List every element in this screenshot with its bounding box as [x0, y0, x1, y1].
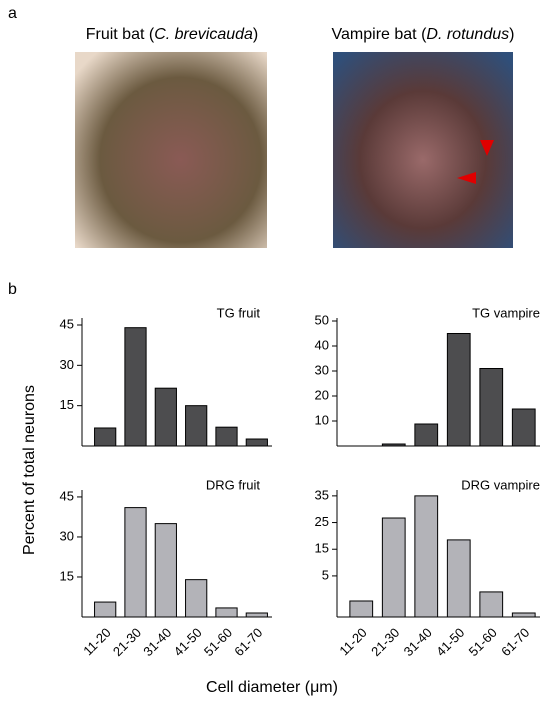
caption-text: ) — [509, 26, 514, 43]
bar — [215, 426, 238, 447]
bar — [124, 327, 147, 447]
bar — [124, 507, 147, 618]
x-tick-label: 61-70 — [498, 625, 532, 659]
photo-vampire-bat — [333, 52, 513, 248]
bar — [185, 405, 208, 447]
y-tick-label: 45 — [60, 316, 74, 331]
bar — [479, 591, 504, 618]
chart-title: TG fruit — [217, 305, 261, 320]
bar — [94, 427, 117, 447]
y-tick-label: 10 — [315, 412, 329, 427]
y-axis-label: Percent of total neurons — [21, 385, 38, 555]
x-tick-label: 11-20 — [80, 625, 113, 658]
bar — [245, 438, 268, 447]
x-tick-label: 21-30 — [110, 625, 144, 659]
arrowhead — [457, 172, 476, 184]
bar — [479, 368, 504, 447]
bar — [185, 579, 208, 618]
y-tick-label: 50 — [315, 312, 329, 327]
caption-text: ) — [253, 26, 258, 43]
photo-caption: Fruit bat (C. brevicauda) — [86, 26, 259, 43]
x-tick-label: 51-60 — [466, 625, 500, 659]
x-tick-label: 11-20 — [336, 625, 369, 658]
bar — [94, 601, 117, 618]
x-tick-label: 41-50 — [171, 625, 205, 659]
caption-species: D. rotundus — [426, 26, 509, 43]
bar — [511, 408, 536, 447]
x-tick-label: 31-40 — [401, 625, 435, 659]
y-tick-label: 40 — [315, 337, 329, 352]
y-tick-label: 15 — [60, 568, 74, 583]
bar — [381, 443, 406, 447]
bar — [349, 600, 374, 618]
chart-title: DRG vampire — [461, 477, 540, 492]
y-tick-label: 45 — [60, 488, 74, 503]
x-tick-label: 31-40 — [140, 625, 174, 659]
caption-species: C. brevicauda — [154, 26, 253, 43]
y-tick-label: 25 — [315, 514, 329, 529]
x-tick-label: 41-50 — [433, 625, 467, 659]
bar — [511, 612, 536, 618]
bar — [154, 523, 177, 618]
y-tick-label: 30 — [60, 357, 74, 372]
y-tick-label: 20 — [315, 387, 329, 402]
caption-text: Vampire bat ( — [332, 26, 428, 43]
bar — [215, 607, 238, 618]
bar — [381, 517, 406, 618]
y-tick-label: 15 — [315, 541, 329, 556]
chart-title: TG vampire — [472, 305, 540, 320]
chart-title: DRG fruit — [206, 477, 261, 492]
y-tick-label: 30 — [315, 362, 329, 377]
y-tick-label: 5 — [322, 567, 329, 582]
bar — [154, 387, 177, 447]
x-tick-label: 51-60 — [201, 625, 235, 659]
y-tick-label: 15 — [60, 397, 74, 412]
photo-caption: Vampire bat (D. rotundus) — [332, 26, 515, 43]
y-tick-label: 30 — [60, 528, 74, 543]
bar — [446, 539, 471, 618]
photo-fruit-bat — [75, 52, 267, 248]
panel-label: b — [8, 281, 17, 298]
x-axis-label: Cell diameter (μm) — [206, 679, 338, 696]
bar — [414, 423, 439, 447]
bar — [446, 333, 471, 447]
panel-label: a — [8, 5, 17, 22]
bar — [245, 612, 268, 618]
x-tick-label: 61-70 — [231, 625, 265, 659]
x-tick-label: 21-30 — [368, 625, 402, 659]
arrowhead — [480, 140, 494, 156]
caption-text: Fruit bat ( — [86, 26, 155, 43]
bar — [414, 495, 439, 618]
y-tick-label: 35 — [315, 487, 329, 502]
